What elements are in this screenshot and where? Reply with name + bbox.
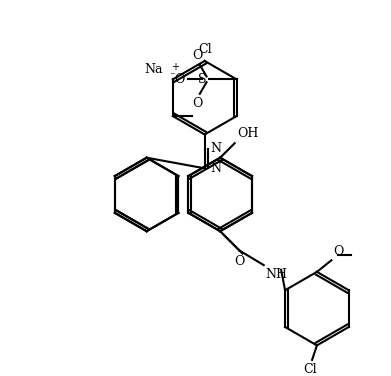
- Text: Cl: Cl: [198, 43, 212, 56]
- Text: ⁻: ⁻: [170, 71, 176, 82]
- Text: Na: Na: [145, 63, 163, 76]
- Text: O: O: [193, 97, 203, 110]
- Text: O: O: [174, 73, 184, 86]
- Text: NH: NH: [265, 268, 288, 281]
- Text: O: O: [234, 255, 245, 268]
- Text: OH: OH: [238, 127, 259, 140]
- Text: +: +: [171, 62, 179, 72]
- Text: Cl: Cl: [303, 363, 317, 376]
- Text: O: O: [193, 49, 203, 62]
- Text: S: S: [198, 73, 206, 86]
- Text: N: N: [210, 143, 221, 156]
- Text: N: N: [210, 162, 221, 175]
- Text: O: O: [334, 245, 344, 258]
